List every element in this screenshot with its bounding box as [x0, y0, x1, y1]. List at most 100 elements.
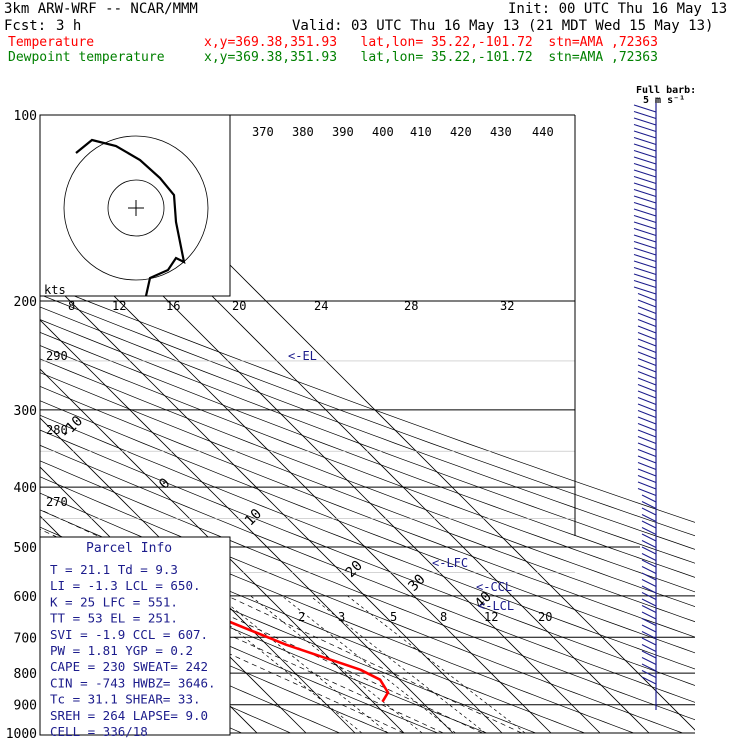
- wind-barb: [637, 319, 657, 327]
- wind-barb: [633, 260, 657, 269]
- wind-barb: [637, 371, 657, 379]
- wind-barb: [637, 345, 657, 353]
- wind-barb: [641, 644, 657, 652]
- wind-barb: [633, 228, 657, 236]
- hodograph-ring-label: 28: [404, 299, 418, 313]
- dry-adiabat-label: 410: [410, 125, 432, 139]
- moist-adiabat-line: [40, 548, 444, 734]
- valid-time: Valid: 03 UTC Thu 16 May 13 (21 MDT Wed …: [292, 18, 714, 34]
- parcel-info-row: TT = 53 EL = 251.: [50, 611, 178, 626]
- wind-barb: [641, 566, 657, 574]
- wind-barb: [641, 514, 657, 522]
- wind-barb: [637, 468, 657, 477]
- wind-barb: [637, 442, 657, 451]
- wind-barb: [637, 338, 657, 347]
- wind-barb: [633, 117, 657, 126]
- isotherm-line: [40, 221, 552, 734]
- wind-barb: [633, 176, 657, 184]
- wind-barb: [637, 423, 657, 431]
- mixing-ratio-label: 20: [538, 610, 552, 624]
- wind-barb: [633, 241, 657, 249]
- parcel-info-row: CIN = -743 HWBZ= 3646.: [50, 675, 216, 690]
- wind-barb: [637, 403, 657, 412]
- wind-barb: [637, 351, 657, 360]
- wind-barb: [633, 215, 657, 223]
- forecast-label: Fcst:: [4, 18, 47, 34]
- temperature-legend-info: x,y=369.38,351.93 lat,lon= 35.22,-101.72…: [204, 35, 658, 50]
- wind-barb: [633, 286, 657, 295]
- wind-barb: [637, 364, 657, 373]
- temperature-profile: [40, 547, 390, 703]
- parcel-info-row: SVI = -1.9 CCL = 607.: [50, 627, 208, 642]
- dry-adiabat-label: 430: [490, 125, 512, 139]
- wind-barb: [637, 293, 657, 301]
- wind-barb: [641, 572, 657, 581]
- wind-barb: [641, 501, 657, 509]
- wind-barb: [633, 208, 657, 217]
- wind-barb: [633, 234, 657, 243]
- wind-barb: [633, 104, 657, 113]
- pressure-tick-label: 600: [14, 590, 37, 605]
- dry-adiabat-label: 380: [292, 125, 314, 139]
- wind-barb: [637, 481, 657, 490]
- wind-barb: [637, 325, 657, 334]
- wind-barb: [637, 312, 657, 321]
- wind-barb: [641, 579, 657, 587]
- el-marker: <-EL: [288, 349, 317, 363]
- isotherm-label: 0: [156, 475, 173, 492]
- wind-barb: [633, 254, 657, 262]
- wind-barb: [641, 676, 657, 685]
- hodograph-ring-label: 16: [166, 299, 180, 313]
- mixing-ratio-line: [281, 595, 456, 734]
- wind-barb: [637, 416, 657, 425]
- barb-legend-title: Full barb:: [636, 85, 696, 96]
- dewpoint-legend-info: x,y=369.38,351.93 lat,lon= 35.22,-101.72…: [204, 50, 658, 65]
- dry-adiabat-label: 290: [46, 349, 68, 363]
- dewpoint-legend-label: Dewpoint temperature: [8, 50, 165, 65]
- wind-barb: [633, 143, 657, 152]
- parcel-info-row: CAPE = 230 SWEAT= 242: [50, 659, 208, 674]
- pressure-tick-label: 500: [14, 541, 37, 556]
- wind-barb: [637, 299, 657, 308]
- hodograph-units-label: kts: [44, 283, 66, 297]
- wind-barb: [633, 189, 657, 197]
- wind-barb: [641, 670, 657, 678]
- wind-barb: [633, 156, 657, 165]
- model-title: 3km ARW-WRF -- NCAR/MMM: [4, 1, 198, 17]
- parcel-info-row: LI = -1.3 LCL = 650.: [50, 578, 201, 593]
- pressure-tick-label: 700: [14, 631, 37, 646]
- barb-legend-units: 5 m s⁻¹: [643, 95, 685, 106]
- wind-barb: [637, 332, 657, 340]
- pressure-tick-label: 100: [14, 109, 37, 124]
- wind-barb: [641, 592, 657, 600]
- dry-adiabat-label: 390: [332, 125, 354, 139]
- wind-barb: [633, 221, 657, 230]
- wind-barb: [637, 449, 657, 457]
- hodograph-ring-label: 20: [232, 299, 246, 313]
- wind-barb: [637, 475, 657, 483]
- wind-barb: [641, 585, 657, 594]
- wind-barb: [633, 202, 657, 210]
- wind-barb: [633, 267, 657, 275]
- wind-barb: [633, 182, 657, 191]
- wind-barb: [641, 637, 657, 646]
- wind-barb: [641, 611, 657, 620]
- pressure-tick-label: 300: [14, 404, 37, 419]
- wind-barb: [633, 280, 657, 288]
- wind-barb: [633, 195, 657, 204]
- hodograph-ring-label: 12: [112, 299, 126, 313]
- wind-barb: [637, 377, 657, 386]
- pressure-tick-label: 1000: [6, 727, 37, 740]
- hodograph-trace: [75, 138, 186, 297]
- parcel-info-row: T = 21.1 Td = 9.3: [50, 562, 178, 577]
- wind-barb: [633, 124, 657, 132]
- wind-barb: [637, 397, 657, 405]
- wind-barb: [637, 436, 657, 444]
- dry-adiabat-label: 280: [46, 423, 68, 437]
- wind-barb: [633, 150, 657, 158]
- hodograph-inset: [39, 114, 231, 297]
- wind-barb: [637, 358, 657, 366]
- wind-barb: [641, 631, 657, 639]
- wind-barb: [641, 663, 657, 672]
